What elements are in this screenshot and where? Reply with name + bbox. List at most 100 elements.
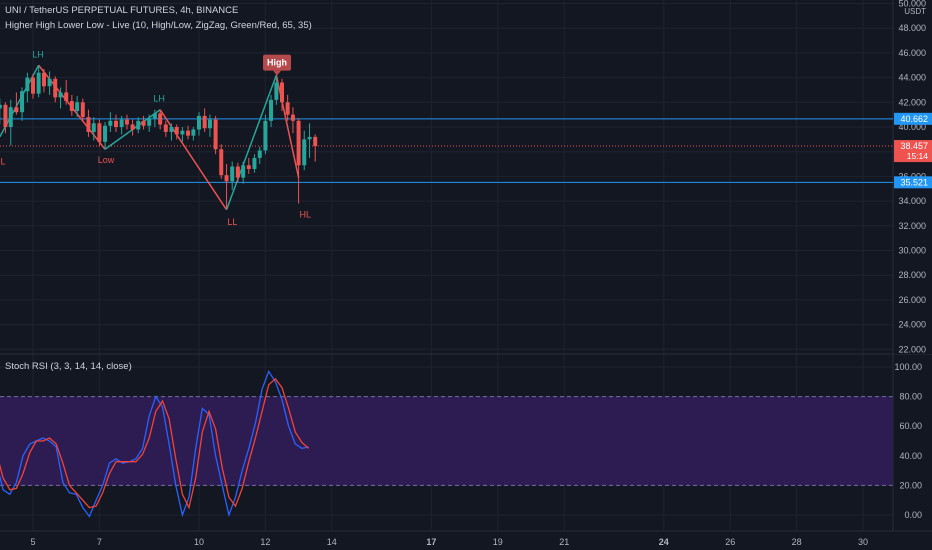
symbol-title[interactable]: UNI / TetherUS PERPETUAL FUTURES, 4h, BI… [5,5,239,16]
time-tick-label: 24 [659,537,669,547]
candle-body [296,120,301,166]
candle-body [207,119,212,129]
indicator-title[interactable]: Higher High Lower Low - Live (10, High/L… [5,20,312,31]
candle [147,114,152,132]
candle-body [246,165,251,169]
candle-body [285,102,290,115]
time-tick-label: 19 [493,537,503,547]
stoch-rsi-title[interactable]: Stoch RSI (3, 3, 14, 14, close) [5,361,132,372]
candle [213,115,218,155]
price-tick-label: 40.000 [898,122,926,132]
candle-body [103,125,108,142]
support-badge-value: 35.521 [900,177,928,187]
candle [124,114,129,130]
candle-body [241,165,246,178]
stoch-rsi-axis[interactable]: 100.00 80.00 60.00 40.00 20.00 0.00 [894,355,932,530]
candle [202,108,207,132]
candle [163,120,168,137]
candle-body [53,78,58,98]
candle-body [191,129,196,136]
candle-body [224,175,229,182]
candle [191,127,196,141]
candle [207,114,212,137]
stoch-rsi-d-line [0,377,310,510]
rsi-tick-label: 80.00 [899,392,922,402]
candle-body [80,102,85,118]
candle [174,124,179,140]
candle [130,119,135,136]
candles [0,65,318,209]
candle-body [25,77,30,92]
currency-label: USDT [904,7,926,16]
candle-body [3,104,8,127]
time-tick-label: 30 [858,537,868,547]
candle-body [91,123,96,132]
candle [180,127,185,142]
candle [80,98,85,123]
zigzag-label: HL [0,156,6,166]
candle-body [136,120,141,130]
candle [69,94,74,116]
price-tick-label: 34.000 [898,196,926,206]
candle [224,164,229,209]
price-tick-label: 50.000 [898,0,926,9]
stoch-rsi-k-line [0,369,309,518]
time-tick-label: 5 [30,537,35,547]
stoch-rsi-band [0,396,893,486]
candle [263,114,268,155]
candle [86,109,91,137]
candle [53,76,58,103]
candle [14,92,19,115]
resistance-badge[interactable]: 40.662 [894,112,932,125]
rsi-tick-label: 0.00 [904,510,922,520]
price-tick-label: 48.000 [898,23,926,33]
candle [114,114,118,132]
zigzag-label: LL [227,217,237,227]
candle [103,122,108,150]
time-tick-label: 10 [194,537,204,547]
rsi-tick-label: 40.00 [899,451,922,461]
candle-body [114,120,118,127]
candle [285,94,290,121]
candle-body [31,77,35,94]
candle-body [20,91,25,113]
candle-body [274,82,279,100]
zigzag-labels: HL LH Low LH LL HL High [0,49,311,227]
price-tick-label: 28.000 [898,270,926,280]
high-badge-box [263,54,292,71]
last-price-badge-box [894,140,932,163]
candle [269,94,274,127]
candle [108,112,113,132]
candle-body [147,118,152,126]
high-badge: High [263,54,292,76]
support-badge[interactable]: 35.521 [894,176,932,189]
candle [91,117,96,141]
candle-body [202,115,207,129]
price-tick-label: 30.000 [898,246,926,256]
candle [36,65,41,98]
time-tick-label: 12 [260,537,270,547]
zigzag-label: Low [98,155,115,165]
candle [313,134,318,162]
time-tick-label: 14 [327,537,337,547]
candle-body [141,120,146,126]
high-badge-pointer [273,70,282,76]
resistance-badge-value: 40.662 [900,114,928,124]
candle-body [257,150,262,158]
candle [97,119,102,147]
candle [169,123,174,141]
candle [58,87,63,109]
time-tick-label: 17 [426,537,436,547]
zigzag-label: HL [299,210,311,220]
candle-body [280,82,284,103]
candle [219,144,224,179]
time-axis[interactable]: 5 7 10 12 14 17 19 21 24 26 28 30 [0,530,932,550]
rsi-axis-bg [894,355,932,530]
candle-body [290,114,295,121]
high-badge-label: High [267,58,287,68]
support-badge-box [894,176,932,189]
candle-body [235,166,240,178]
candle [246,157,251,174]
